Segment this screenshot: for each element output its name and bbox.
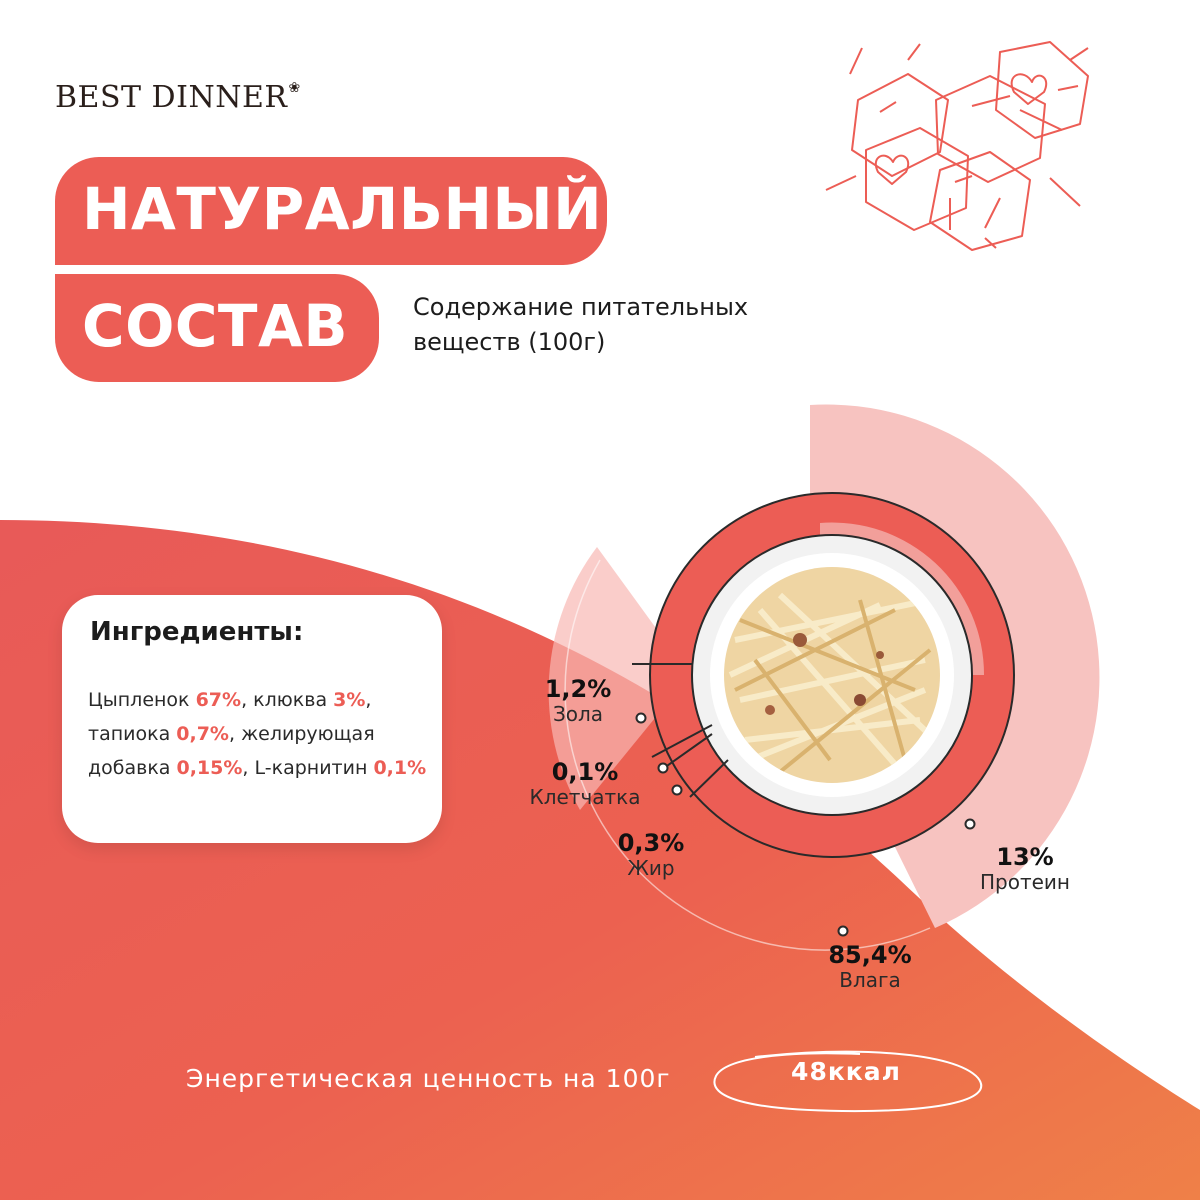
headline-pill-2: СОСТАВ <box>55 274 379 382</box>
moisture-outer-arc <box>564 559 931 951</box>
nutrient-percent: 1,2% <box>544 675 612 703</box>
nutrient-percent: 13% <box>996 843 1054 871</box>
nutrient-percent: 0,3% <box>617 829 685 857</box>
nutrient-name: Клетчатка <box>529 785 641 809</box>
food-photo <box>724 567 940 783</box>
hexagon-hearts-icon <box>825 41 1089 251</box>
nutrient-name: Протеин <box>980 870 1070 894</box>
nutrient-percent: 0,1% <box>551 758 619 786</box>
leader-dots <box>635 712 976 937</box>
minor-light-arc <box>548 547 690 810</box>
headline-line-1: НАТУРАЛЬНЫЙ <box>82 175 603 243</box>
nutrient-percent: 85,4% <box>828 941 912 969</box>
nutrient-label-protein: 13% Протеин <box>960 844 1090 894</box>
ingredient-name: Цыпленок <box>88 689 196 711</box>
nutrient-label-ash: 1,2% Зола <box>518 676 638 726</box>
ingredient-name: клюква <box>253 689 334 711</box>
ingredient-percent: 0,15% <box>176 757 243 779</box>
ingredient-name: L-карнитин <box>254 757 374 779</box>
ingredient-separator: , <box>365 689 372 711</box>
nutrient-label-fat: 0,3% Жир <box>596 830 706 880</box>
ingredients-list: Цыпленок 67%, клюква 3%, тапиока 0,7%, ж… <box>88 683 433 785</box>
energy-value-outline <box>713 1050 983 1113</box>
nutrient-name: Жир <box>627 856 675 880</box>
energy-value: 48ккал <box>791 1057 901 1086</box>
ingredient-name: тапиока <box>88 723 177 745</box>
ingredient-separator: , <box>228 723 242 745</box>
ingredient-percent: 67% <box>195 689 242 711</box>
brand-logo: BEST DINNER❀ <box>55 80 301 115</box>
headline-line-2: СОСТАВ <box>82 292 349 360</box>
ingredient-name: желирующая добавка <box>88 723 375 779</box>
ingredient-percent: 3% <box>333 689 366 711</box>
ingredient-separator: , <box>242 757 255 779</box>
ingredients-card: Ингредиенты: Цыпленок 67%, клюква 3%, та… <box>62 595 442 843</box>
nutrient-name: Зола <box>552 702 604 726</box>
brand-name: BEST DINNER <box>55 80 288 115</box>
energy-label: Энергетическая ценность на 100г <box>186 1064 671 1093</box>
ingredient-percent: 0,1% <box>373 757 427 779</box>
headline-pill-1: НАТУРАЛЬНЫЙ <box>55 157 607 265</box>
nutrients-subtitle: Содержание питательных веществ (100г) <box>413 293 749 356</box>
ingredient-separator: , <box>241 689 254 711</box>
ingredients-title: Ингредиенты: <box>90 617 304 647</box>
nutrient-name: Влага <box>839 968 901 992</box>
nutrient-label-fiber: 0,1% Клетчатка <box>520 759 650 809</box>
nutrient-label-moisture: 85,4% Влага <box>815 942 925 992</box>
segment-dividers <box>632 663 729 798</box>
brand-mark-icon: ❀ <box>288 80 301 96</box>
ingredient-percent: 0,7% <box>176 723 229 745</box>
